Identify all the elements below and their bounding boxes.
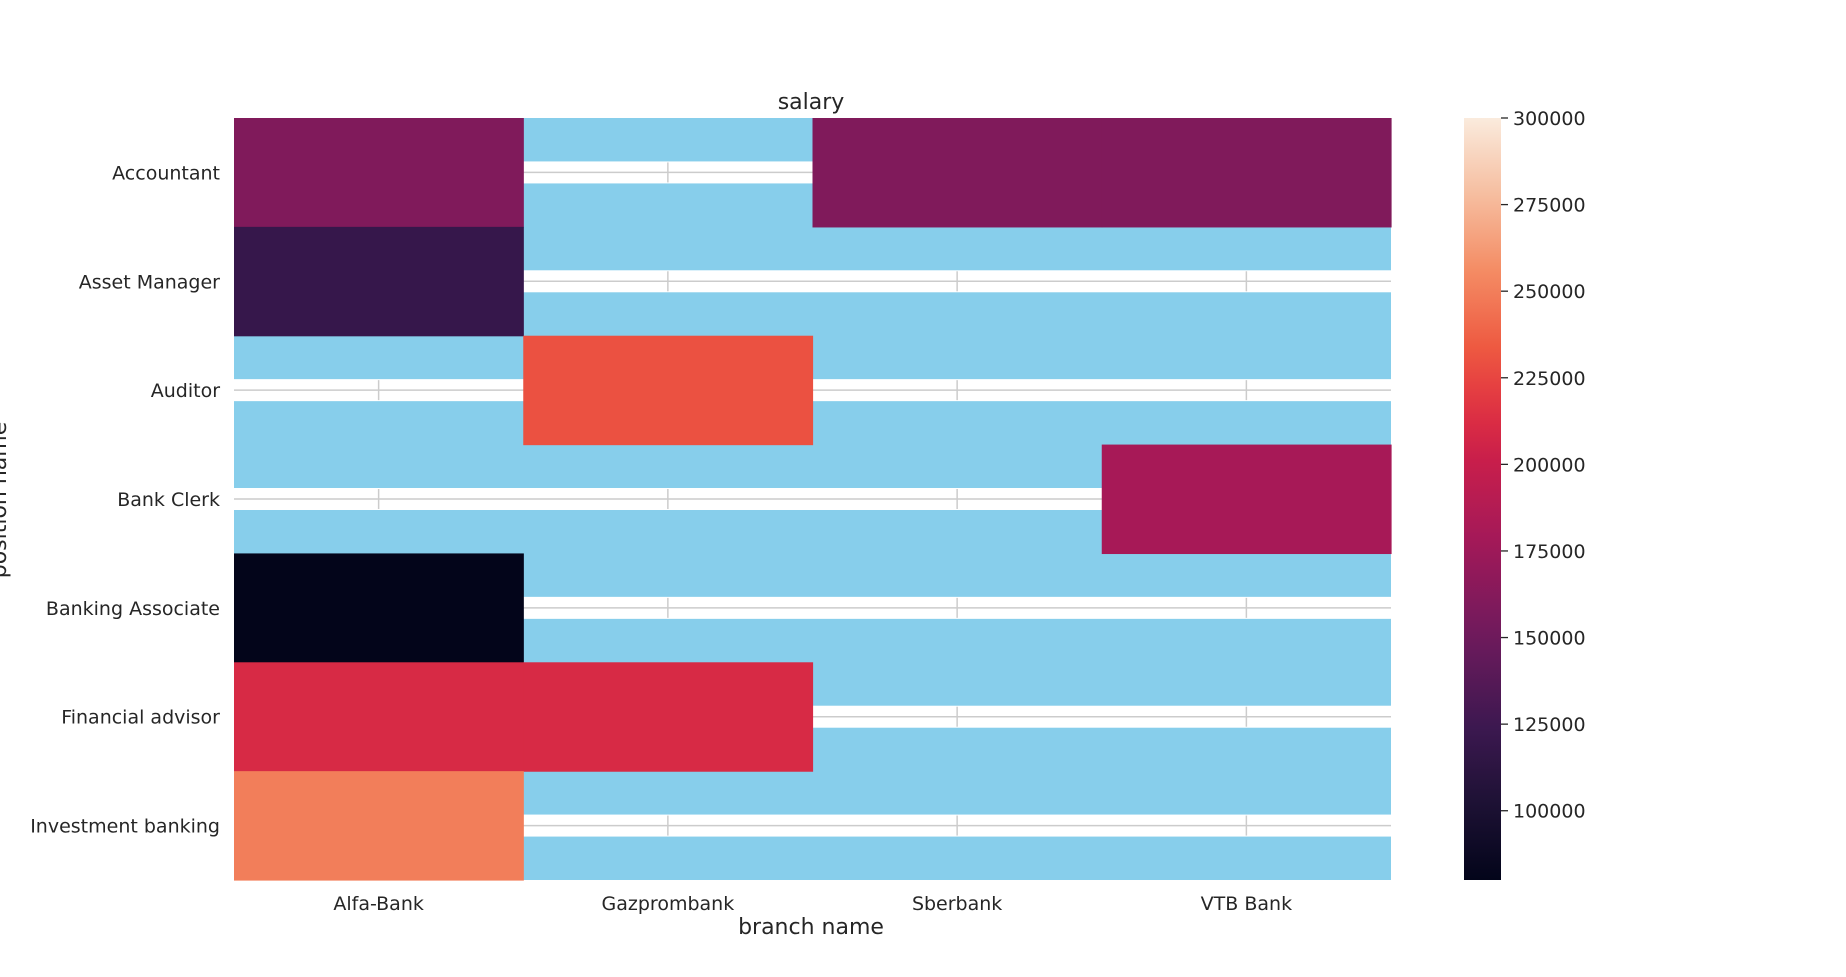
colorbar-tick-label: 250000 xyxy=(1513,281,1586,303)
y-tick-label: Financial advisor xyxy=(61,707,220,729)
heatmap-cell xyxy=(234,118,524,228)
x-tick-labels: Alfa-Bank Gazprombank Sberbank VTB Bank xyxy=(333,893,1292,915)
y-tick-label: Investment banking xyxy=(30,816,220,838)
y-tick-label: Auditor xyxy=(151,380,220,402)
heatmap-cell xyxy=(234,771,524,881)
colorbar-tick-label: 100000 xyxy=(1513,801,1586,823)
colorbar-tick-label: 275000 xyxy=(1513,195,1586,217)
heatmap-cell xyxy=(523,335,814,446)
chart-title: salary xyxy=(778,90,845,115)
colorbar-tick-label: 200000 xyxy=(1513,454,1586,476)
y-tick-label: Banking Associate xyxy=(46,598,220,620)
colorbar xyxy=(1464,118,1501,880)
colorbar-tick-label: 125000 xyxy=(1513,714,1586,736)
x-tick-label: VTB Bank xyxy=(1201,893,1292,915)
heatmap-cell xyxy=(812,118,1103,228)
heatmap-cell xyxy=(523,662,814,772)
y-tick-label: Bank Clerk xyxy=(117,489,220,511)
heatmap-cells xyxy=(234,118,1392,881)
heatmap-cell xyxy=(234,553,524,663)
heatmap-cell xyxy=(1101,118,1392,228)
colorbar-tick-label: 225000 xyxy=(1513,368,1586,390)
x-tick-label: Gazprombank xyxy=(602,893,735,915)
x-tick-label: Alfa-Bank xyxy=(333,893,424,915)
heatmap-cell xyxy=(234,662,524,772)
y-tick-labels: Accountant Asset Manager Auditor Bank Clerk… xyxy=(30,162,220,837)
y-tick-label: Asset Manager xyxy=(79,271,220,293)
colorbar-tick-label: 300000 xyxy=(1513,108,1586,130)
x-tick-label: Sberbank xyxy=(912,893,1002,915)
y-axis-label: position name xyxy=(0,422,12,579)
x-axis-label: branch name xyxy=(738,915,884,940)
colorbar-tick-label: 175000 xyxy=(1513,541,1586,563)
colorbar-tick-label: 150000 xyxy=(1513,628,1586,650)
heatmap-cell xyxy=(1101,444,1392,555)
y-tick-label: Accountant xyxy=(112,162,220,184)
colorbar-ticks: 100000 125000 150000 175000 200000 225000 2500… xyxy=(1501,108,1586,823)
heatmap-cell xyxy=(234,226,524,337)
